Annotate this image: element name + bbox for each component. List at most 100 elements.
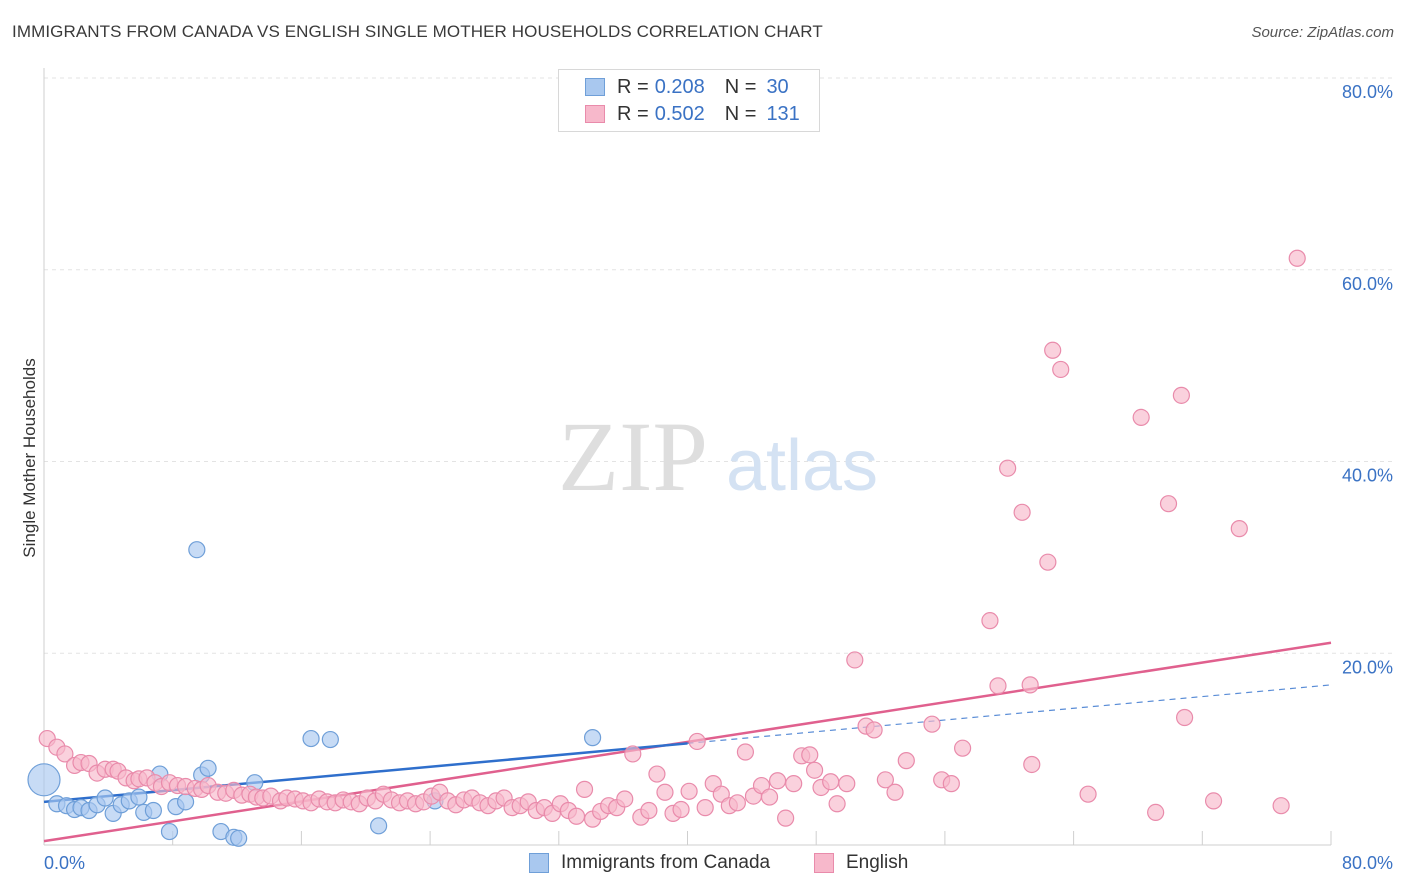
point-english bbox=[672, 800, 690, 819]
point-english bbox=[1159, 495, 1178, 513]
legend-swatch-pink bbox=[585, 105, 605, 123]
point-canada bbox=[130, 788, 148, 806]
data-points bbox=[27, 249, 1306, 847]
bottom-legend-swatch-pink bbox=[814, 853, 834, 873]
point-canada bbox=[27, 763, 61, 797]
point-english bbox=[696, 799, 714, 817]
point-english bbox=[680, 782, 698, 800]
legend-n-label: N = bbox=[724, 75, 757, 98]
legend-r-value: 0.502 bbox=[654, 102, 705, 125]
point-english bbox=[1079, 785, 1097, 803]
point-english bbox=[575, 780, 594, 798]
bottom-legend-label-canada: Immigrants from Canada bbox=[561, 852, 771, 873]
point-canada bbox=[230, 829, 248, 847]
point-canada bbox=[96, 789, 114, 807]
point-english bbox=[897, 752, 915, 770]
legend-r-label: R = bbox=[617, 75, 649, 98]
point-english bbox=[656, 783, 674, 801]
watermark-atlas: atlas bbox=[726, 426, 878, 506]
point-english bbox=[801, 746, 819, 764]
point-canada bbox=[370, 817, 388, 835]
point-english bbox=[981, 612, 999, 630]
source-label: Source: ZipAtlas.com bbox=[1251, 24, 1394, 41]
watermark: ZIP atlas bbox=[558, 401, 878, 512]
trend-lines bbox=[43, 641, 1332, 843]
y-tick-label: 60.0% bbox=[1342, 274, 1393, 294]
y-tick-label: 40.0% bbox=[1342, 466, 1393, 486]
point-canada bbox=[144, 801, 162, 820]
legend-n-value: 131 bbox=[766, 102, 800, 125]
point-english bbox=[953, 739, 972, 757]
point-english bbox=[828, 795, 846, 813]
point-english bbox=[624, 745, 642, 763]
gridlines bbox=[44, 77, 1392, 654]
point-english bbox=[1272, 797, 1290, 815]
point-english bbox=[777, 809, 795, 827]
point-english bbox=[1021, 676, 1039, 694]
point-english bbox=[942, 775, 960, 793]
point-canada bbox=[302, 729, 320, 748]
y-axis-label: Single Mother Households bbox=[20, 358, 39, 558]
legend-n-value: 30 bbox=[766, 75, 789, 98]
point-english bbox=[567, 807, 586, 825]
legend-row-english: R = 0.502 N = 131 bbox=[585, 101, 800, 127]
point-english bbox=[838, 775, 856, 793]
point-canada bbox=[583, 729, 602, 747]
point-english bbox=[1230, 520, 1248, 538]
y-tick-label: 80.0% bbox=[1342, 82, 1393, 102]
point-english bbox=[822, 773, 840, 791]
bottom-legend-english: English bbox=[814, 852, 908, 874]
point-canada bbox=[176, 793, 195, 811]
bottom-legend: Immigrants from Canada English bbox=[0, 852, 1406, 878]
point-english bbox=[56, 745, 74, 763]
point-english bbox=[923, 715, 941, 733]
point-english bbox=[886, 783, 904, 801]
point-english bbox=[1176, 708, 1194, 727]
point-english bbox=[760, 788, 779, 806]
point-english bbox=[865, 721, 883, 739]
point-english bbox=[616, 790, 634, 808]
point-english bbox=[640, 801, 658, 820]
point-canada bbox=[321, 730, 339, 749]
x-tick-label: 80.0% bbox=[1342, 853, 1393, 873]
y-tick-label: 20.0% bbox=[1342, 657, 1393, 677]
trend-line-canada bbox=[43, 742, 688, 804]
legend-row-canada: R = 0.208 N = 30 bbox=[585, 74, 789, 100]
point-english bbox=[1039, 553, 1057, 571]
x-tick-label: 0.0% bbox=[44, 853, 85, 873]
point-english bbox=[876, 771, 894, 789]
point-english bbox=[1288, 249, 1306, 267]
trend-line-english bbox=[43, 641, 1332, 843]
point-english bbox=[1172, 386, 1190, 404]
trend-line-canada-extension bbox=[687, 684, 1332, 744]
bottom-legend-label-english: English bbox=[846, 852, 909, 873]
point-english bbox=[1204, 792, 1223, 810]
point-english bbox=[1013, 503, 1031, 521]
legend: R = 0.208 N = 30 R = 0.502 N = 131 bbox=[558, 69, 820, 132]
legend-swatch-blue bbox=[585, 78, 605, 96]
point-english bbox=[768, 772, 787, 790]
point-english bbox=[999, 459, 1017, 477]
point-english bbox=[1044, 341, 1062, 359]
tick-labels: 20.0% 40.0% 60.0% 80.0% 0.0% 80.0% bbox=[44, 82, 1393, 873]
bottom-legend-swatch-blue bbox=[529, 853, 549, 873]
point-english bbox=[688, 732, 706, 751]
point-english bbox=[736, 743, 755, 761]
point-english bbox=[785, 775, 803, 793]
point-english bbox=[989, 677, 1007, 695]
point-english bbox=[846, 651, 864, 669]
point-english bbox=[805, 761, 824, 779]
watermark-zip: ZIP bbox=[558, 401, 708, 512]
point-english bbox=[1147, 803, 1165, 822]
axes bbox=[43, 68, 1332, 846]
point-canada bbox=[188, 541, 206, 559]
point-english bbox=[1023, 755, 1041, 774]
point-english bbox=[648, 765, 666, 783]
legend-n-label: N = bbox=[724, 102, 757, 125]
chart-title: IMMIGRANTS FROM CANADA VS ENGLISH SINGLE… bbox=[12, 22, 823, 41]
legend-r-label: R = bbox=[617, 102, 649, 125]
legend-r-value: 0.208 bbox=[654, 75, 705, 98]
point-english bbox=[1132, 408, 1150, 426]
bottom-legend-canada: Immigrants from Canada bbox=[529, 852, 770, 874]
